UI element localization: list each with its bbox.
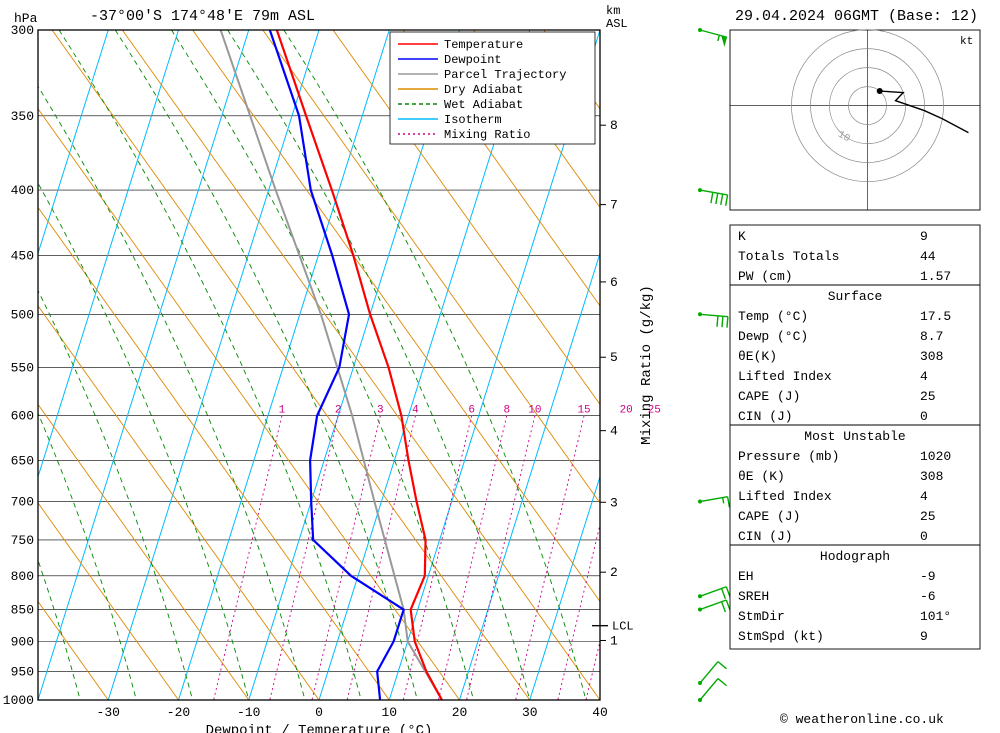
svg-text:1: 1 bbox=[610, 633, 618, 648]
svg-text:km: km bbox=[606, 4, 620, 18]
svg-text:450: 450 bbox=[11, 249, 34, 264]
svg-text:ASL: ASL bbox=[606, 17, 628, 31]
svg-text:Dewp (°C): Dewp (°C) bbox=[738, 329, 808, 344]
svg-text:0: 0 bbox=[920, 529, 928, 544]
svg-text:Pressure (mb): Pressure (mb) bbox=[738, 449, 839, 464]
svg-text:850: 850 bbox=[11, 603, 34, 618]
svg-text:400: 400 bbox=[11, 183, 34, 198]
svg-text:EH: EH bbox=[738, 569, 754, 584]
svg-text:3: 3 bbox=[377, 405, 384, 417]
svg-text:θE(K): θE(K) bbox=[738, 349, 777, 364]
svg-text:LCL: LCL bbox=[612, 620, 634, 634]
svg-text:308: 308 bbox=[920, 469, 943, 484]
svg-text:SREH: SREH bbox=[738, 589, 769, 604]
svg-text:PW (cm): PW (cm) bbox=[738, 269, 793, 284]
svg-text:-9: -9 bbox=[920, 569, 936, 584]
svg-text:44: 44 bbox=[920, 249, 936, 264]
svg-text:4: 4 bbox=[920, 369, 928, 384]
svg-text:0: 0 bbox=[315, 705, 323, 720]
svg-text:4: 4 bbox=[412, 405, 419, 417]
svg-text:950: 950 bbox=[11, 664, 34, 679]
svg-text:25: 25 bbox=[920, 389, 936, 404]
svg-text:3: 3 bbox=[610, 495, 618, 510]
svg-text:Temp (°C): Temp (°C) bbox=[738, 309, 808, 324]
svg-text:650: 650 bbox=[11, 453, 34, 468]
svg-text:Dewpoint / Temperature (°C): Dewpoint / Temperature (°C) bbox=[206, 723, 433, 733]
svg-text:Lifted Index: Lifted Index bbox=[738, 489, 832, 504]
svg-text:17.5: 17.5 bbox=[920, 309, 951, 324]
svg-text:20: 20 bbox=[452, 705, 468, 720]
svg-text:9: 9 bbox=[920, 629, 928, 644]
svg-text:CAPE (J): CAPE (J) bbox=[738, 389, 800, 404]
svg-text:Dewpoint: Dewpoint bbox=[444, 53, 502, 67]
svg-text:-6: -6 bbox=[920, 589, 936, 604]
svg-text:1020: 1020 bbox=[920, 449, 951, 464]
svg-text:500: 500 bbox=[11, 307, 34, 322]
svg-text:30: 30 bbox=[522, 705, 538, 720]
svg-text:Hodograph: Hodograph bbox=[820, 549, 890, 564]
svg-text:Most Unstable: Most Unstable bbox=[804, 429, 905, 444]
svg-text:Isotherm: Isotherm bbox=[444, 113, 502, 127]
svg-text:4: 4 bbox=[920, 489, 928, 504]
svg-text:Mixing Ratio (g/kg): Mixing Ratio (g/kg) bbox=[639, 285, 655, 445]
svg-text:900: 900 bbox=[11, 634, 34, 649]
svg-text:Totals Totals: Totals Totals bbox=[738, 249, 839, 264]
svg-text:10: 10 bbox=[381, 705, 397, 720]
svg-text:Wet Adiabat: Wet Adiabat bbox=[444, 98, 523, 112]
svg-text:1.57: 1.57 bbox=[920, 269, 951, 284]
svg-text:7: 7 bbox=[610, 198, 618, 213]
svg-text:1000: 1000 bbox=[3, 693, 34, 708]
skewt-chart: 3003504004505005506006507007508008509009… bbox=[0, 0, 1000, 733]
svg-text:550: 550 bbox=[11, 360, 34, 375]
svg-text:350: 350 bbox=[11, 109, 34, 124]
svg-text:Lifted Index: Lifted Index bbox=[738, 369, 832, 384]
svg-text:Temperature: Temperature bbox=[444, 38, 523, 52]
svg-text:2: 2 bbox=[335, 405, 342, 417]
svg-text:StmDir: StmDir bbox=[738, 609, 785, 624]
svg-text:K: K bbox=[738, 229, 746, 244]
svg-text:8: 8 bbox=[503, 405, 510, 417]
svg-text:Dry Adiabat: Dry Adiabat bbox=[444, 83, 523, 97]
svg-text:6: 6 bbox=[610, 275, 618, 290]
svg-text:25: 25 bbox=[920, 509, 936, 524]
svg-text:-10: -10 bbox=[237, 705, 260, 720]
svg-text:0: 0 bbox=[920, 409, 928, 424]
svg-text:4: 4 bbox=[610, 424, 618, 439]
svg-text:750: 750 bbox=[11, 533, 34, 548]
svg-text:2: 2 bbox=[610, 565, 618, 580]
svg-text:CIN (J): CIN (J) bbox=[738, 529, 793, 544]
svg-text:10: 10 bbox=[528, 405, 541, 417]
svg-text:6: 6 bbox=[468, 405, 475, 417]
svg-text:Surface: Surface bbox=[828, 289, 883, 304]
svg-text:-20: -20 bbox=[167, 705, 190, 720]
svg-text:8: 8 bbox=[610, 118, 618, 133]
svg-text:8.7: 8.7 bbox=[920, 329, 943, 344]
svg-text:-30: -30 bbox=[97, 705, 120, 720]
svg-text:20: 20 bbox=[620, 405, 633, 417]
svg-text:kt: kt bbox=[960, 36, 973, 48]
svg-text:Parcel Trajectory: Parcel Trajectory bbox=[444, 68, 566, 82]
svg-text:9: 9 bbox=[920, 229, 928, 244]
svg-text:hPa: hPa bbox=[14, 11, 38, 26]
svg-text:θE (K): θE (K) bbox=[738, 469, 785, 484]
svg-text:600: 600 bbox=[11, 409, 34, 424]
svg-text:700: 700 bbox=[11, 495, 34, 510]
svg-text:101°: 101° bbox=[920, 609, 951, 624]
svg-text:CAPE (J): CAPE (J) bbox=[738, 509, 800, 524]
svg-text:Mixing Ratio: Mixing Ratio bbox=[444, 128, 530, 142]
svg-text:5: 5 bbox=[610, 350, 618, 365]
svg-text:CIN (J): CIN (J) bbox=[738, 409, 793, 424]
svg-text:40: 40 bbox=[592, 705, 608, 720]
svg-text:StmSpd (kt): StmSpd (kt) bbox=[738, 629, 824, 644]
svg-text:1: 1 bbox=[279, 405, 286, 417]
svg-text:800: 800 bbox=[11, 569, 34, 584]
svg-text:308: 308 bbox=[920, 349, 943, 364]
svg-text:15: 15 bbox=[577, 405, 590, 417]
